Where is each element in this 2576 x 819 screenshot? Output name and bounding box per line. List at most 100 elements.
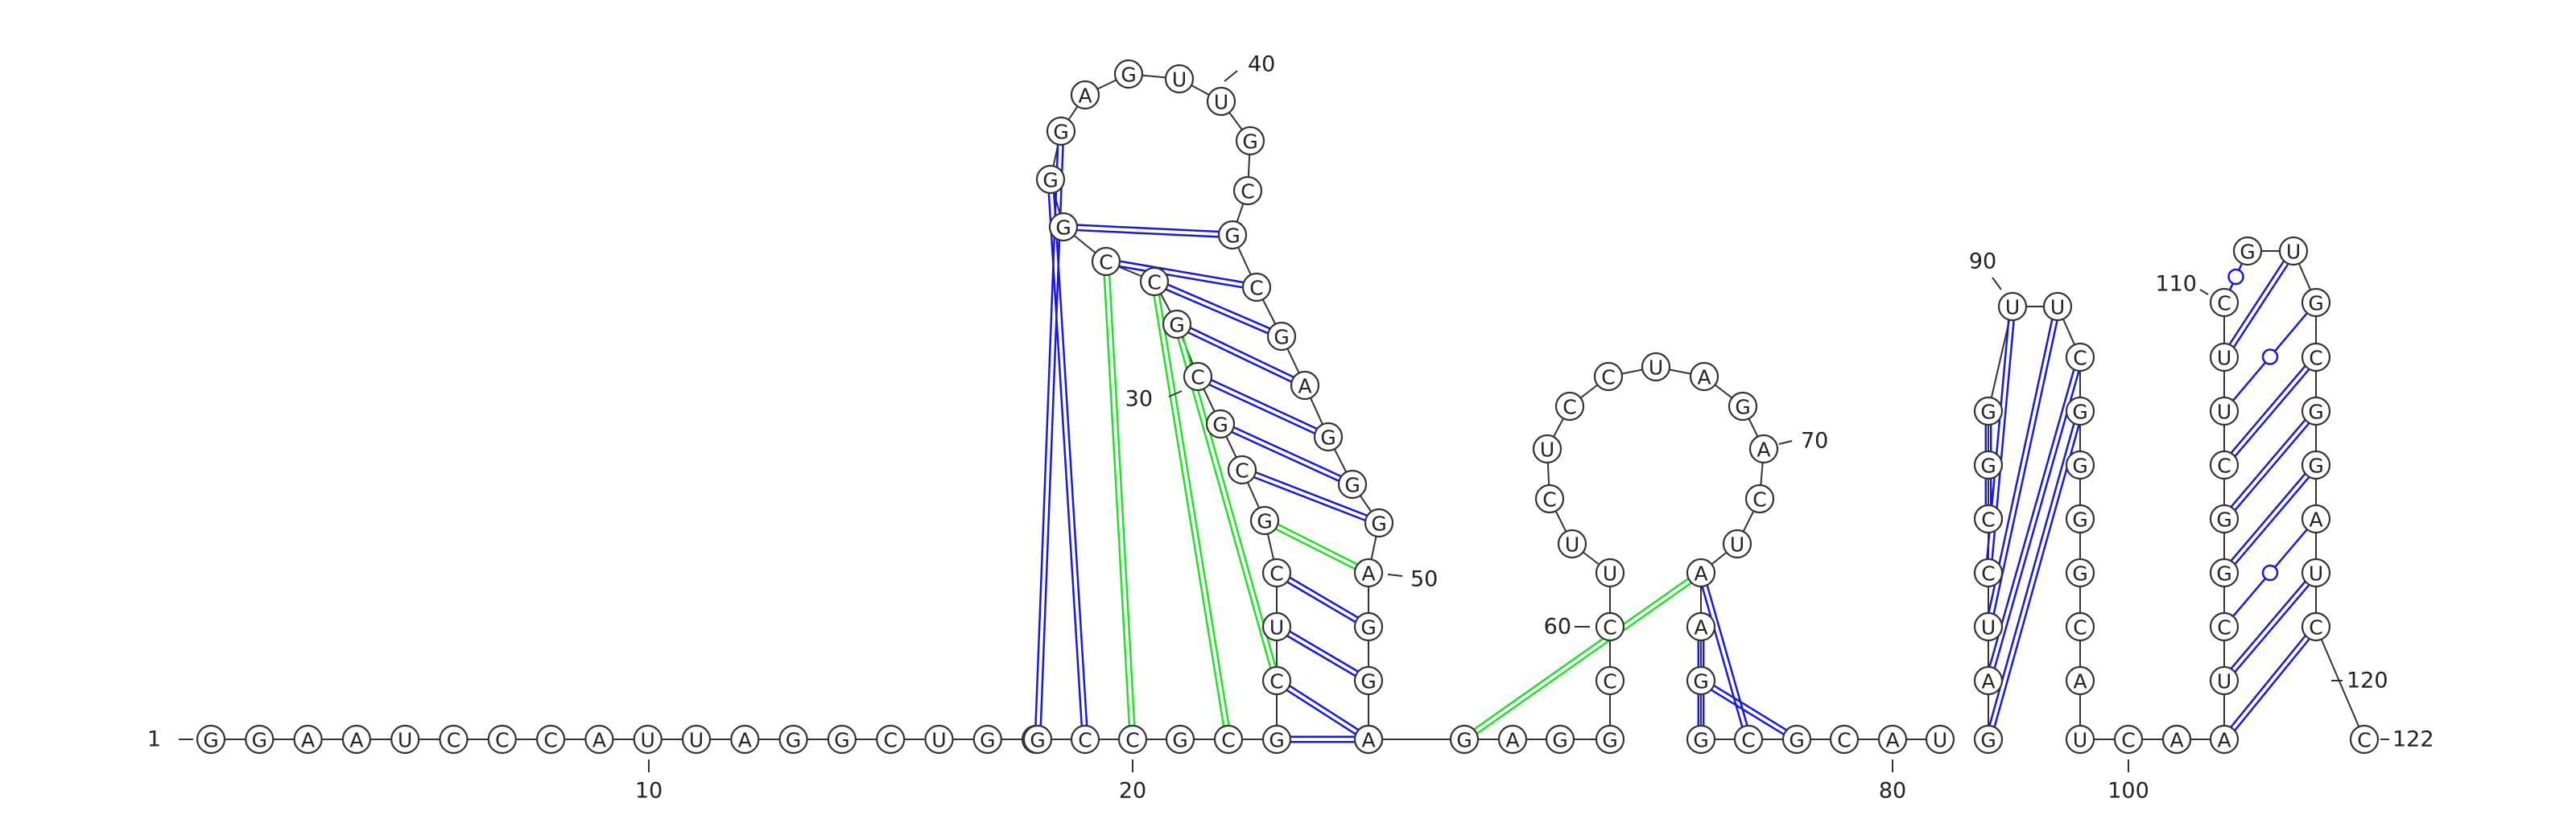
nucleotide-circle: [2209, 504, 2240, 534]
nucleotide-letter: A: [1981, 670, 1995, 693]
nucleotide-letter: U: [1649, 356, 1663, 380]
nucleotide-letter: C: [1078, 729, 1092, 752]
nucleotide-letter: A: [1505, 729, 1519, 752]
nucleotide-circle: [1554, 391, 1585, 422]
nucleotide-circle: [2209, 558, 2240, 588]
nucleotide: G: [1364, 508, 1394, 538]
nucleotide-letter: U: [2217, 347, 2231, 370]
nucleotide: G: [2209, 558, 2240, 588]
nucleotide-circle: [2278, 236, 2309, 266]
nucleotide: A: [1353, 558, 1384, 588]
nucleotide-letter: G: [2072, 455, 2087, 478]
nucleotide-letter: A: [1757, 438, 1770, 462]
nucleotide: C: [1261, 665, 1292, 696]
nucleotide-circle: [2065, 342, 2095, 372]
nucleotide-letter: A: [1361, 562, 1375, 586]
nucleotide: G: [1337, 469, 1368, 500]
nucleotide-circle: [2349, 724, 2380, 755]
base-pair-line: [1063, 228, 1232, 239]
base-pair-line: [1697, 573, 1748, 741]
position-label-90: 90: [1969, 249, 1996, 274]
nucleotide-circle: [1165, 724, 1195, 755]
base-pair-line: [1154, 278, 1283, 335]
nucleotide: G: [1035, 164, 1066, 195]
nucleotide-circle: [2301, 611, 2331, 642]
nucleotide: G: [1165, 724, 1195, 755]
nucleotide: U: [924, 724, 954, 755]
nucleotide: G: [1545, 724, 1575, 755]
nucleotide-circle: [1227, 455, 1257, 485]
nucleotide-letter: G: [1789, 729, 1804, 752]
wobble-marker: [2261, 348, 2279, 365]
base-pair-line: [1241, 471, 1379, 527]
nucleotide-letter: G: [2308, 401, 2323, 424]
nucleotide: G: [827, 724, 857, 755]
nucleotide-circle: [584, 724, 614, 755]
nucleotide-letter: C: [447, 729, 460, 752]
nucleotide: G: [2301, 396, 2331, 426]
nucleotide: C: [1091, 246, 1121, 277]
nucleotide-circle: [1048, 212, 1079, 242]
nucleotide: A: [1877, 724, 1908, 755]
nucleotide: C: [1227, 455, 1257, 485]
base-pair-line: [1196, 377, 1328, 441]
base-pair-line: [1277, 624, 1371, 680]
base-pair-line: [1105, 262, 1257, 291]
nucleotide-circle: [1353, 724, 1384, 755]
base-pair-line: [2221, 409, 2315, 518]
position-label-80: 80: [1879, 779, 1906, 804]
position-label-120: 120: [2347, 669, 2388, 693]
nucleotide: A: [1290, 370, 1320, 401]
nucleotide: U: [1997, 291, 2028, 322]
nucleotide-letter: C: [2121, 729, 2135, 752]
nucleotide-letter: U: [1730, 533, 1744, 557]
nucleotide: G: [1113, 59, 1144, 89]
nucleotide-circle: [2161, 724, 2192, 755]
nucleotide-circle: [972, 724, 1002, 755]
nucleotide: C: [1117, 724, 1148, 755]
nucleotide-letter: G: [252, 729, 267, 752]
nucleotide-circle: [1249, 505, 1280, 536]
nucleotide-circle: [2065, 396, 2095, 426]
nucleotide-letter: A: [1697, 366, 1711, 389]
nucleotide-circle: [2065, 611, 2095, 642]
nucleotide-letter: G: [1360, 616, 1376, 640]
nucleotide-letter: A: [738, 729, 752, 752]
nucleotide: A: [293, 724, 323, 755]
nucleotide: U: [1595, 558, 1625, 588]
nucleotide: U: [681, 724, 712, 755]
nucleotide-letter: G: [1212, 414, 1228, 437]
nucleotide: C: [1595, 665, 1625, 696]
base-pair-line: [1046, 179, 1084, 740]
nucleotide: C: [1554, 391, 1585, 422]
base-pair-line: [2221, 249, 2293, 356]
nucleotide-letter: C: [2309, 616, 2322, 640]
base-pair-line: [2221, 624, 2315, 739]
nucleotide-letter: U: [931, 729, 946, 752]
nucleotide-letter: A: [592, 729, 606, 752]
nucleotide: C: [1973, 558, 2004, 588]
nucleotide: G: [2065, 396, 2095, 426]
nucleotide-letter: G: [2240, 241, 2255, 264]
nucleotide-letter: G: [1242, 130, 1257, 154]
nucleotide-circle: [1973, 665, 2004, 696]
nucleotide-letter: G: [1269, 729, 1284, 752]
nucleotide: G: [1595, 724, 1625, 755]
nucleotide-circle: [2113, 724, 2144, 755]
position-label-122: 122: [2392, 727, 2434, 752]
nucleotide-letter: G: [1980, 455, 1996, 478]
base-pair-line: [1242, 466, 1381, 522]
nucleotide-circle: [1781, 724, 1812, 755]
nucleotide-circle: [827, 724, 857, 755]
position-tick: [1168, 390, 1183, 397]
position-label-100: 100: [2107, 779, 2149, 804]
nucleotide-circle: [2065, 504, 2095, 534]
nucleotide-letter: G: [2072, 562, 2087, 586]
nucleotide-circle: [1877, 724, 1908, 755]
nucleotide-circle: [2209, 665, 2240, 696]
nucleotide: U: [1973, 611, 2004, 642]
position-label-110: 110: [2155, 272, 2197, 297]
nucleotide-letter: A: [301, 729, 315, 752]
nucleotide-circle: [730, 724, 760, 755]
